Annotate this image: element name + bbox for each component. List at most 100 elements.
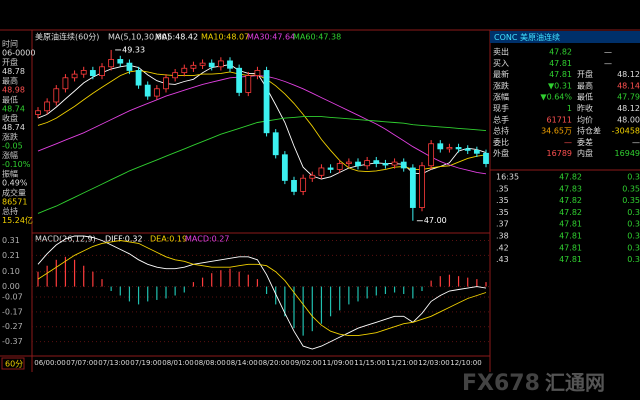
macd-line	[37, 240, 487, 337]
candle-body	[272, 132, 279, 156]
info-value: 48.78	[2, 67, 25, 76]
candle-body	[117, 59, 124, 64]
tick-volume: 0.3	[627, 208, 640, 217]
info-value: 48.98	[2, 86, 25, 95]
candle-body	[153, 88, 160, 97]
ma-line	[37, 75, 487, 175]
watermark: 汇通网	[545, 371, 605, 395]
y-tick-label: 0.10	[2, 267, 20, 276]
quote-value: -30458	[612, 127, 640, 136]
quote-label: —	[604, 48, 612, 57]
annotation: 47.00	[424, 216, 447, 225]
tick-volume: 0.3	[627, 255, 640, 264]
ma-legend: MA10:48.07	[201, 33, 249, 42]
x-tick-label: 08/14:00	[226, 359, 257, 367]
quote-value: 47.79	[617, 93, 640, 102]
candle-body	[263, 70, 270, 134]
y-tick-label: 0.21	[2, 251, 20, 260]
info-value: -0.10%	[2, 160, 31, 169]
candle-body	[172, 72, 179, 79]
ma-legend: MA60:47.38	[293, 33, 341, 42]
quote-label: 委差	[577, 137, 593, 147]
candle-body	[373, 160, 380, 164]
period-box[interactable]	[1, 357, 25, 370]
tick-time: .35	[496, 196, 509, 205]
quote-value: —	[564, 138, 572, 147]
candle-body	[483, 152, 489, 164]
tick-price: 47.81	[559, 220, 582, 229]
info-label: 涨跌	[2, 132, 18, 142]
candle-body	[181, 67, 188, 74]
candle-body	[217, 60, 224, 68]
candle-body	[327, 167, 334, 170]
annotation: 49.33	[122, 45, 145, 54]
quote-value: 34.65万	[541, 127, 572, 136]
info-value: 48.74	[2, 104, 25, 113]
info-value: -0.05	[2, 142, 23, 151]
info-label: 涨幅	[2, 150, 18, 160]
candle-body	[345, 161, 352, 164]
quote-value: 47.81	[549, 59, 572, 68]
tick-price: 47.82	[559, 196, 582, 205]
x-tick-label: 07/13:00	[98, 359, 129, 367]
x-tick-label: 12/10:00	[450, 359, 481, 367]
candle-body	[309, 174, 316, 179]
macd-legend: MACD:0.27	[185, 235, 230, 244]
candle-body	[400, 161, 407, 169]
quote-value: 47.81	[549, 70, 572, 79]
quote-label: 均价	[577, 114, 593, 124]
period[interactable]: 60分	[5, 360, 23, 369]
quote-label: 持仓差	[577, 126, 601, 136]
info-label: 最低	[2, 94, 18, 104]
candle-body	[80, 70, 87, 75]
quote-label: 最低	[577, 92, 593, 102]
tick-volume: 0.3	[627, 243, 640, 252]
macd-legend: DEA:0.19	[150, 235, 187, 244]
x-tick-label: 11/21:00	[386, 359, 417, 367]
tick-price: 47.81	[559, 255, 582, 264]
quote-label: 开盘	[577, 69, 593, 79]
info-value: 0.49%	[2, 179, 28, 188]
tick-volume: 0.3	[627, 232, 640, 241]
candle-body	[62, 77, 69, 90]
tick-volume: 0.3	[627, 173, 640, 182]
quote-label: 总持	[493, 126, 509, 136]
y-tick-label: -0.17	[2, 307, 23, 316]
candle-body	[364, 160, 371, 167]
tick-volume: 0.3	[627, 220, 640, 229]
x-tick-label: 08/08:00	[194, 359, 225, 367]
ma-legend: MA5:48.42	[155, 33, 198, 42]
info-value: 86571	[2, 197, 27, 206]
quote-value: 1	[567, 104, 572, 113]
macd-legend: DIFF:0.32	[105, 235, 143, 244]
candle-body	[163, 77, 169, 90]
candle-body	[300, 177, 307, 192]
quote-label: 昨收	[577, 103, 593, 113]
quote-label: 委比	[493, 137, 509, 147]
y-tick-label: 0.31	[2, 236, 20, 245]
quote-value: 48.12	[617, 70, 640, 79]
candle-body	[35, 110, 41, 115]
candle-body	[446, 147, 453, 150]
info-label: 最高	[2, 76, 18, 86]
x-tick-label: 11/09:00	[322, 359, 353, 367]
ma-title: MA(5,10,30,60)	[108, 33, 170, 42]
candle-body	[245, 75, 252, 93]
quote-label: 卖出	[493, 47, 509, 57]
quote-label: 涨幅	[493, 92, 509, 102]
x-tick-label: 12/03:00	[418, 359, 449, 367]
candle-body	[428, 143, 435, 167]
quote-value: 16949	[615, 149, 640, 158]
y-tick-label: 0.00	[2, 282, 20, 291]
candle-body	[53, 88, 60, 103]
candle-body	[108, 59, 115, 68]
candle-body	[89, 70, 96, 76]
candle-body	[135, 70, 142, 86]
y-tick-label: -0.27	[2, 322, 23, 331]
x-tick-label: 11/15:00	[354, 359, 385, 367]
ma-line	[37, 116, 487, 214]
tick-price: 47.82	[559, 208, 582, 217]
tick-price: 47.83	[559, 184, 582, 193]
